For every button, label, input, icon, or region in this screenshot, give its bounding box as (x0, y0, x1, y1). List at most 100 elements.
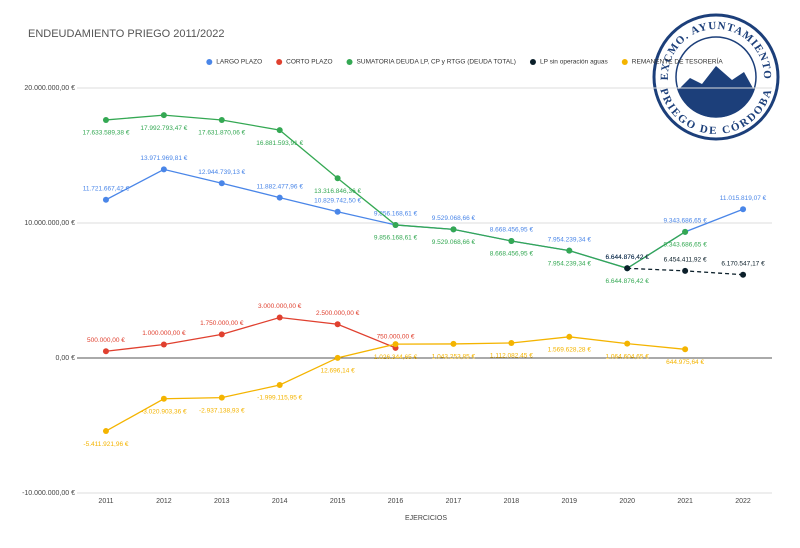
data-label: 17.992.793,47 € (140, 125, 187, 132)
data-point (392, 341, 399, 348)
data-label: 6.644.876,42 € (606, 278, 650, 285)
series-line (105, 336, 686, 432)
data-point (624, 265, 631, 272)
data-label: 750.000,00 € (377, 334, 415, 341)
y-tick-label: -10.000.000,00 € (22, 490, 75, 497)
data-point (276, 127, 283, 134)
data-point (218, 331, 225, 338)
data-label: 6.644.876,42 € (606, 254, 650, 261)
data-label: 9.856.168,61 € (374, 211, 418, 218)
data-label: 7.954.239,34 € (548, 260, 592, 267)
data-point (682, 346, 689, 353)
legend-label: REMANENTE DE TESORERÍA (632, 57, 724, 66)
legend-item: CORTO PLAZO (276, 59, 333, 66)
x-tick-label: 2015 (330, 498, 346, 505)
data-point (334, 354, 341, 361)
data-label: 1.112.082,45 € (490, 353, 533, 360)
data-label: 17.633.589,38 € (82, 130, 129, 137)
legend-item: LARGO PLAZO (206, 59, 262, 66)
data-label: 12.944.739,13 € (198, 169, 245, 176)
series-line (105, 114, 686, 270)
data-point (160, 341, 167, 348)
data-label: 1.000.000,00 € (142, 330, 186, 337)
legend-label: LP sin operación aguas (540, 59, 609, 66)
legend-marker (276, 59, 283, 65)
legend-label: CORTO PLAZO (286, 59, 332, 66)
y-tick-label: 10.000.000,00 € (24, 220, 75, 227)
legend-item: LP sin operación aguas (529, 59, 609, 66)
data-point (392, 221, 399, 228)
data-point (218, 180, 225, 187)
data-label: -5.411.921,96 € (83, 441, 128, 448)
data-point (334, 208, 341, 215)
y-tick-label: 20.000.000,00 € (24, 85, 75, 92)
x-tick-label: 2018 (504, 498, 520, 505)
data-label: 644.975,64 € (666, 359, 704, 366)
data-label: 1.064.604,65 € (606, 353, 650, 360)
x-tick-label: 2020 (619, 498, 635, 505)
data-label: 10.829.742,50 € (314, 198, 361, 205)
x-tick-label: 2022 (735, 498, 751, 505)
data-label: 17.631.870,06 € (198, 130, 245, 137)
data-point (276, 381, 283, 388)
legend: LARGO PLAZO CORTO PLAZO SUMATORIA DEUDA LP… (206, 57, 723, 66)
logo-emblem (678, 66, 754, 118)
legend-marker (621, 59, 628, 65)
legend-marker (206, 59, 213, 65)
data-point (102, 196, 109, 203)
data-point (450, 340, 457, 347)
data-point (334, 321, 341, 328)
data-point (276, 314, 283, 321)
data-label: -3.020.903,36 € (141, 409, 187, 416)
data-label: 13.316.846,36 € (314, 188, 361, 195)
data-label: 11.882.477,96 € (256, 183, 303, 190)
data-point (740, 271, 747, 278)
data-point (450, 226, 457, 233)
data-point (160, 395, 167, 402)
data-label: -1.999.115,95 € (257, 395, 302, 402)
series-line (105, 316, 396, 352)
data-label: 6.170.547,17 € (721, 260, 765, 267)
data-label: 11.015.819,07 € (720, 195, 767, 202)
x-tick-label: 2016 (388, 498, 404, 505)
legend-item: REMANENTE DE TESORERÍA (621, 57, 724, 66)
x-tick-label: 2013 (214, 498, 230, 505)
data-label: 1.750.000,00 € (200, 320, 244, 327)
x-axis-label: EJERCICIOS (405, 515, 447, 522)
data-point (740, 206, 747, 213)
data-label: 13.971.969,81 € (140, 155, 187, 162)
data-point (334, 175, 341, 182)
data-point (218, 394, 225, 401)
x-tick-label: 2014 (272, 498, 288, 505)
data-label: 9.343.686,65 € (663, 242, 707, 249)
data-point (102, 116, 109, 123)
data-point (508, 339, 515, 346)
data-label: -2.937.138,93 € (199, 407, 245, 414)
data-point (160, 166, 167, 173)
data-label: 8.668.456,95 € (490, 227, 534, 234)
data-point (218, 116, 225, 123)
data-label: 1.043.253,85 € (432, 354, 476, 361)
x-tick-label: 2012 (156, 498, 172, 505)
x-tick-label: 2017 (446, 498, 462, 505)
data-label: 16.881.593,91 € (256, 140, 303, 147)
data-label: 11.721.667,42 € (83, 185, 130, 192)
data-label: 1.569.628,28 € (548, 347, 592, 354)
data-point (566, 247, 573, 254)
x-tick-label: 2019 (562, 498, 578, 505)
data-point (102, 348, 109, 355)
data-point (508, 237, 515, 244)
data-point (566, 333, 573, 340)
data-point (102, 428, 109, 435)
data-label: 9.343.686,65 € (663, 218, 707, 225)
legend-item: SUMATORIA DEUDA LP, CP y RTGG (DEUDA TOT… (346, 59, 516, 66)
data-point (276, 194, 283, 201)
data-point (160, 112, 167, 119)
x-tick-label: 2021 (677, 498, 693, 505)
x-tick-label: 2011 (98, 498, 113, 505)
legend-label: LARGO PLAZO (216, 59, 262, 66)
y-tick-label: 0,00 € (56, 355, 76, 362)
legend-marker (529, 59, 536, 65)
data-label: 2.500.000,00 € (316, 310, 360, 317)
